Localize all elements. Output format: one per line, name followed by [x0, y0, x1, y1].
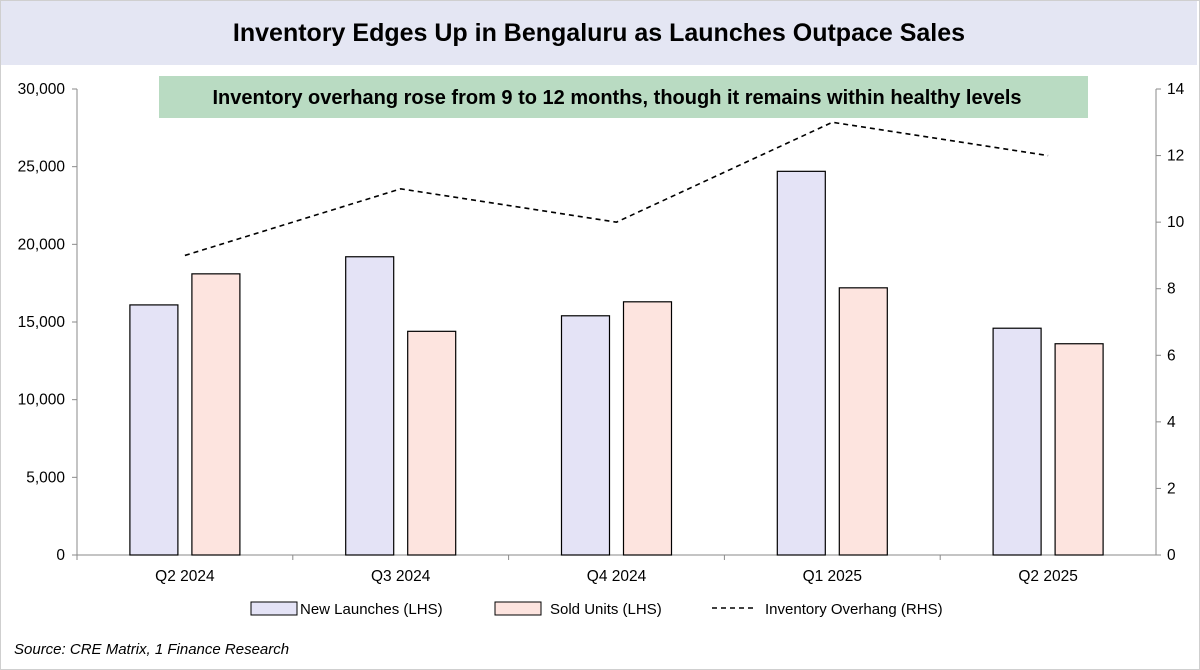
legend: New Launches (LHS) Sold Units (LHS) Inve… — [250, 601, 943, 618]
overhang-line-path — [184, 121, 1049, 257]
right-tick-label: 4 — [1167, 414, 1176, 431]
bar-sold-units — [622, 301, 673, 556]
left-tick-label: 0 — [56, 547, 65, 564]
bar-new-launches — [129, 304, 179, 556]
right-tick-label: 10 — [1167, 214, 1185, 231]
left-tick-label: 5,000 — [26, 469, 65, 486]
bar-sold-units — [1054, 343, 1104, 556]
bar-new-launches — [992, 327, 1042, 556]
overhang-line — [184, 121, 1049, 257]
right-tick-label: 2 — [1167, 480, 1176, 497]
right-tick-label: 0 — [1167, 547, 1176, 564]
left-tick-label: 25,000 — [18, 159, 66, 176]
legend-item-sold-units: Sold Units (LHS) — [494, 601, 662, 618]
category-label: Q4 2024 — [587, 568, 647, 585]
category-label: Q3 2024 — [371, 568, 431, 585]
bar-sold-units — [838, 287, 888, 556]
title-bar: Inventory Edges Up in Bengaluru as Launc… — [1, 1, 1197, 65]
legend-label-inventory-overhang: Inventory Overhang (RHS) — [765, 601, 943, 618]
bars — [129, 170, 1104, 556]
category-labels: Q2 2024 Q3 2024 Q4 2024 Q1 2025 Q2 2025 — [76, 555, 1078, 585]
legend-label-new-launches: New Launches (LHS) — [300, 601, 443, 618]
right-tick-label: 8 — [1167, 281, 1176, 298]
right-tick-label: 6 — [1167, 347, 1176, 364]
legend-swatch-new-launches — [250, 601, 298, 616]
left-tick-label: 10,000 — [18, 392, 66, 409]
legend-label-sold-units: Sold Units (LHS) — [550, 601, 662, 618]
left-tick-label: 15,000 — [18, 314, 66, 331]
legend-item-new-launches: New Launches (LHS) — [250, 601, 443, 618]
bar-new-launches — [560, 315, 611, 556]
annotation-text: Inventory overhang rose from 9 to 12 mon… — [212, 87, 1021, 109]
right-tick-label: 14 — [1167, 81, 1185, 98]
left-tick-label: 20,000 — [18, 236, 66, 253]
right-tick-label: 12 — [1167, 148, 1184, 165]
source-note: Source: CRE Matrix, 1 Finance Research — [14, 641, 289, 658]
chart-title: Inventory Edges Up in Bengaluru as Launc… — [232, 18, 966, 47]
annotation-background — [159, 76, 1088, 118]
legend-swatch-sold-units — [494, 601, 542, 616]
bar-new-launches — [345, 256, 395, 556]
bar-new-launches — [776, 170, 826, 556]
category-label: Q2 2024 — [155, 568, 215, 585]
annotation-box: Inventory overhang rose from 9 to 12 mon… — [159, 76, 1088, 118]
category-label: Q1 2025 — [803, 568, 862, 585]
category-label: Q2 2025 — [1018, 568, 1077, 585]
left-tick-label: 30,000 — [18, 81, 66, 98]
right-axis-ticks: 0 2 4 6 8 10 12 14 — [1156, 81, 1185, 564]
bar-sold-units — [191, 273, 241, 556]
bar-sold-units — [407, 330, 457, 556]
legend-item-inventory-overhang: Inventory Overhang (RHS) — [712, 601, 943, 618]
left-axis-ticks: 0 5,000 10,000 15,000 20,000 25,000 30,000 — [18, 81, 77, 564]
